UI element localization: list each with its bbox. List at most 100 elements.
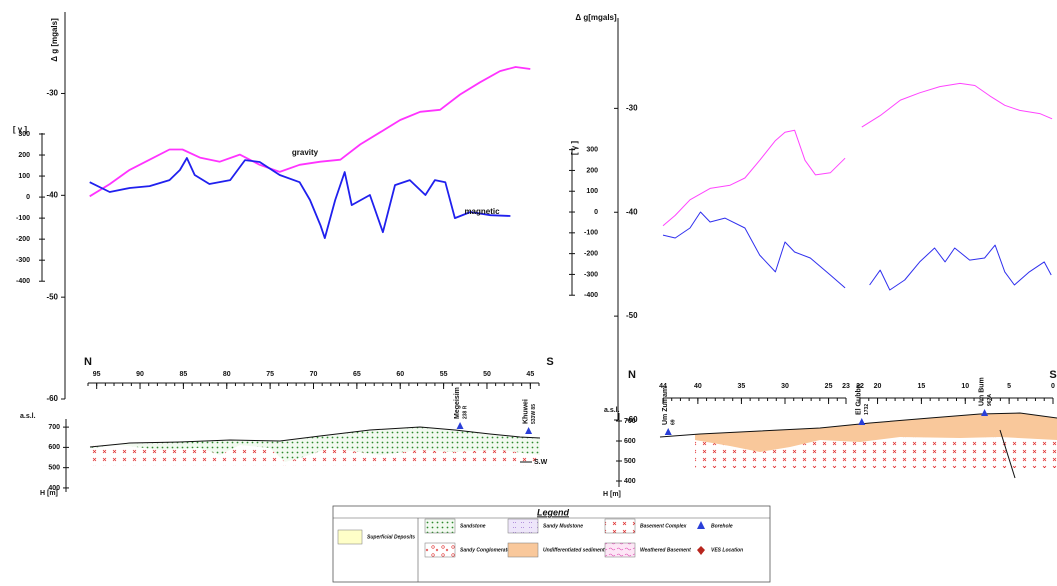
section-tick-label: 500 [48, 465, 60, 472]
y-tick-label: -40 [46, 190, 58, 199]
x-tick-label: 5 [1007, 383, 1011, 390]
chart: -30-40-50-60Δ g [mgals]3002001000-100-20… [13, 12, 554, 497]
y2-tick-label: -100 [16, 215, 30, 222]
x-tick-label: 30 [781, 383, 789, 390]
legend-swatch [338, 530, 362, 544]
x-tick-label: 70 [310, 371, 318, 378]
x-tick-label: 35 [738, 383, 746, 390]
y2-tick-label: -300 [584, 271, 598, 278]
borehole-marker [981, 409, 988, 416]
borehole-name: El Gubba [856, 384, 863, 415]
y-tick-label: -50 [46, 292, 58, 301]
x-tick-label: 85 [180, 371, 188, 378]
x-tick-label: 20 [874, 383, 882, 390]
y-tick-label: -30 [46, 89, 58, 98]
section-unit: H [m] [603, 491, 621, 498]
x-tick-label: 55 [440, 371, 448, 378]
y2-tick-label: 0 [26, 194, 30, 201]
y-axis-title: Δ g [mgals] [50, 18, 59, 62]
x-tick-label: 50 [483, 371, 491, 378]
borehole-code: 238 R [462, 405, 468, 419]
y2-tick-label: -100 [584, 230, 598, 237]
legend-swatch [605, 519, 635, 533]
legend-label: Borehole [711, 523, 733, 529]
legend-swatch [508, 543, 538, 557]
y2-tick-label: 200 [586, 167, 598, 174]
section-tick-label: 500 [624, 458, 636, 465]
y2-axis-title: [ γ ] [570, 141, 579, 156]
borehole-code: 1732 [864, 404, 870, 415]
y2-tick-label: -300 [16, 257, 30, 264]
x-tick-label: 45 [526, 371, 534, 378]
section-tick-label: 600 [48, 444, 60, 451]
legend: Legend Superficial Deposits Sandstone Sandy… [333, 506, 770, 582]
y2-tick-label: 100 [586, 188, 598, 195]
x-tick-label: 15 [918, 383, 926, 390]
x-tick-label: 75 [266, 371, 274, 378]
legend-title: Legend [537, 507, 570, 517]
x-tick-label: 10 [961, 383, 969, 390]
x-tick-label: 40 [694, 383, 702, 390]
x-tick-label: 95 [93, 371, 101, 378]
y2-tick-label: 200 [18, 152, 30, 159]
section-axis-title: a.s.l. [604, 407, 620, 414]
borehole-name: Um Zumam [662, 387, 669, 425]
legend-label: Weathered Basement [640, 547, 691, 553]
borehole-code: 69 [671, 419, 677, 425]
y2-tick-label: 100 [18, 173, 30, 180]
x-end-label: S [546, 356, 553, 368]
y2-axis-title: [ γ ] [13, 125, 28, 134]
borehole-marker [457, 422, 464, 429]
y2-tick-label: -400 [584, 292, 598, 299]
x-tick-label: 0 [1051, 383, 1055, 390]
borehole-name: Um Bum [978, 377, 985, 406]
x-tick-label: 23 [842, 383, 850, 390]
borehole-name: Megeisim [454, 387, 461, 419]
legend-swatch [605, 543, 635, 557]
legend-label: VES Location [711, 547, 743, 553]
x-tick-label: 25 [825, 383, 833, 390]
y2-tick-label: 0 [594, 209, 598, 216]
borehole-code: 967A [987, 394, 993, 406]
borehole-marker [525, 427, 532, 434]
legend-label: Sandy Mudstone [543, 523, 583, 529]
series-label: magnetic [464, 207, 500, 216]
x-start-label: N [84, 356, 92, 368]
x-tick-label: 60 [396, 371, 404, 378]
series-line [90, 67, 531, 196]
borehole-name: Khuwei [522, 399, 529, 424]
section-unit: H [m] [40, 490, 58, 497]
y-tick-label: -60 [46, 394, 58, 403]
borehole-code: 533W 85 [531, 404, 537, 424]
legend-frame [333, 506, 770, 582]
y2-tick-label: 300 [586, 146, 598, 153]
x-tick-label: 90 [136, 371, 144, 378]
x-tick-label: 65 [353, 371, 361, 378]
legend-label: Sandstone [460, 523, 486, 529]
x-tick-label: 80 [223, 371, 231, 378]
borehole-marker [665, 428, 672, 435]
section-tick-label: 400 [624, 478, 636, 485]
legend-label: Superficial Deposits [367, 534, 415, 540]
borehole-marker [858, 418, 865, 425]
y-tick-label: -40 [626, 207, 638, 216]
figure: Legend Superficial Deposits Sandstone Sandy… [0, 0, 1057, 586]
x-start-label: N [628, 369, 636, 381]
legend-label: Undifferentiated sediments [543, 547, 608, 553]
series-label: gravity [292, 148, 319, 157]
section-axis-title: a.s.l. [20, 413, 36, 420]
section-note: S.W [534, 459, 548, 466]
section-tick-label: 700 [624, 418, 636, 425]
series-line [663, 212, 1051, 290]
y2-tick-label: -200 [584, 250, 598, 257]
legend-label: Sandy Conglomerate [460, 547, 510, 553]
y-tick-label: -30 [626, 103, 638, 112]
x-end-label: S [1049, 369, 1056, 381]
section-tick-label: 700 [48, 424, 60, 431]
chart: -30-40-50-60Δ g[mgals]3002001000-100-200… [569, 13, 1057, 498]
legend-swatch [425, 543, 455, 557]
y2-tick-label: -200 [16, 236, 30, 243]
legend-swatch [508, 519, 538, 533]
y-axis-title: Δ g[mgals] [575, 13, 617, 22]
section-tick-label: 600 [624, 438, 636, 445]
